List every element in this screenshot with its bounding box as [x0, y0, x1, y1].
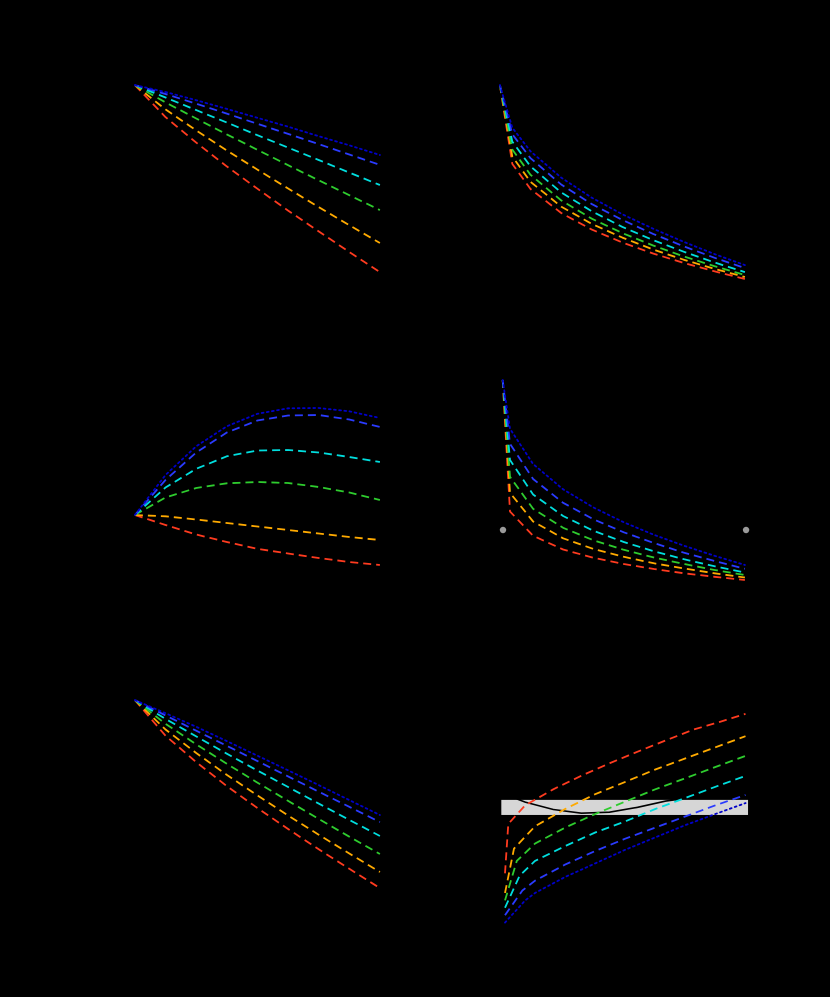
panel-middle-left-svg: [133, 407, 381, 566]
panel-bottom-left-navy-dotted-curve: [133, 699, 381, 816]
panel-top-left: [104, 62, 385, 310]
panel-top-right-green-dashed-curve: [499, 84, 746, 276]
panel-middle-right-red-dashed-curve: [501, 379, 745, 581]
panel-top-left-red-dashed-curve: [134, 84, 381, 273]
panel-bottom-left-red-dashed-curve: [134, 699, 381, 889]
panel-middle-left-green-dashed-curve: [134, 481, 381, 516]
panel-top-left-cyan-dashed-curve: [134, 84, 381, 186]
panel-top-right-cyan-dashed-curve: [499, 84, 746, 273]
panel-bottom-left: [104, 688, 385, 935]
panel-middle-left: [104, 375, 385, 625]
panel-middle-left-navy-dotted-curve: [133, 407, 381, 516]
panel-top-left-navy-dotted-curve: [133, 84, 381, 156]
panel-top-right-red-dashed-curve: [499, 84, 746, 280]
panel-bottom-left-orange-dashed-curve: [134, 699, 381, 873]
panel-middle-right-blue-dashed-curve: [501, 379, 746, 570]
panel-bottom-left-svg: [133, 699, 381, 889]
panel-top-right-navy-dotted-curve: [498, 84, 746, 267]
panel-middle-right-green-dashed-curve: [501, 379, 746, 576]
panel-top-left-svg: [133, 84, 381, 273]
panel-top-left-orange-dashed-curve: [134, 84, 381, 244]
panel-top-right-svg: [498, 84, 746, 280]
panel-middle-right-cyan-dashed-curve: [501, 379, 746, 574]
panel-middle-right: [469, 375, 750, 625]
gray-dot-right: [742, 526, 750, 534]
panel-middle-left-blue-dashed-curve: [134, 414, 381, 516]
panel-top-left-green-dashed-curve: [134, 84, 381, 211]
panel-middle-right-svg: [499, 379, 750, 581]
panel-bottom-left-blue-dashed-curve: [134, 699, 381, 823]
panel-bottom-right-cyan-dashed-curve: [504, 775, 746, 909]
panel-top-right: [469, 62, 750, 310]
panel-bottom-left-cyan-dashed-curve: [134, 699, 381, 837]
panel-bottom-right: [469, 688, 750, 935]
panel-top-right-orange-dashed-curve: [499, 84, 746, 278]
panel-top-left-blue-dashed-curve: [134, 84, 381, 166]
panel-bottom-left-green-dashed-curve: [134, 699, 381, 855]
panel-bottom-right-green-dashed-curve: [504, 755, 746, 901]
panel-middle-left-cyan-dashed-curve: [134, 449, 381, 516]
panel-bottom-right-navy-dotted-curve: [504, 802, 747, 924]
panel-middle-right-navy-dotted-curve: [501, 379, 746, 566]
panel-top-right-blue-dashed-curve: [499, 84, 746, 269]
panel-middle-left-red-dashed-curve: [134, 514, 380, 566]
panel-bottom-right-red-dashed-curve: [504, 713, 746, 874]
panel-middle-right-orange-dashed-curve: [501, 379, 746, 579]
panel-middle-left-orange-dashed-curve: [134, 514, 380, 541]
black-solid-curve: [501, 792, 748, 815]
panel-bottom-right-orange-dashed-curve: [504, 735, 746, 894]
panel-bottom-right-svg: [501, 713, 749, 924]
panel-bottom-right-blue-dashed-curve: [504, 794, 746, 916]
gray-dot-left: [499, 526, 507, 534]
